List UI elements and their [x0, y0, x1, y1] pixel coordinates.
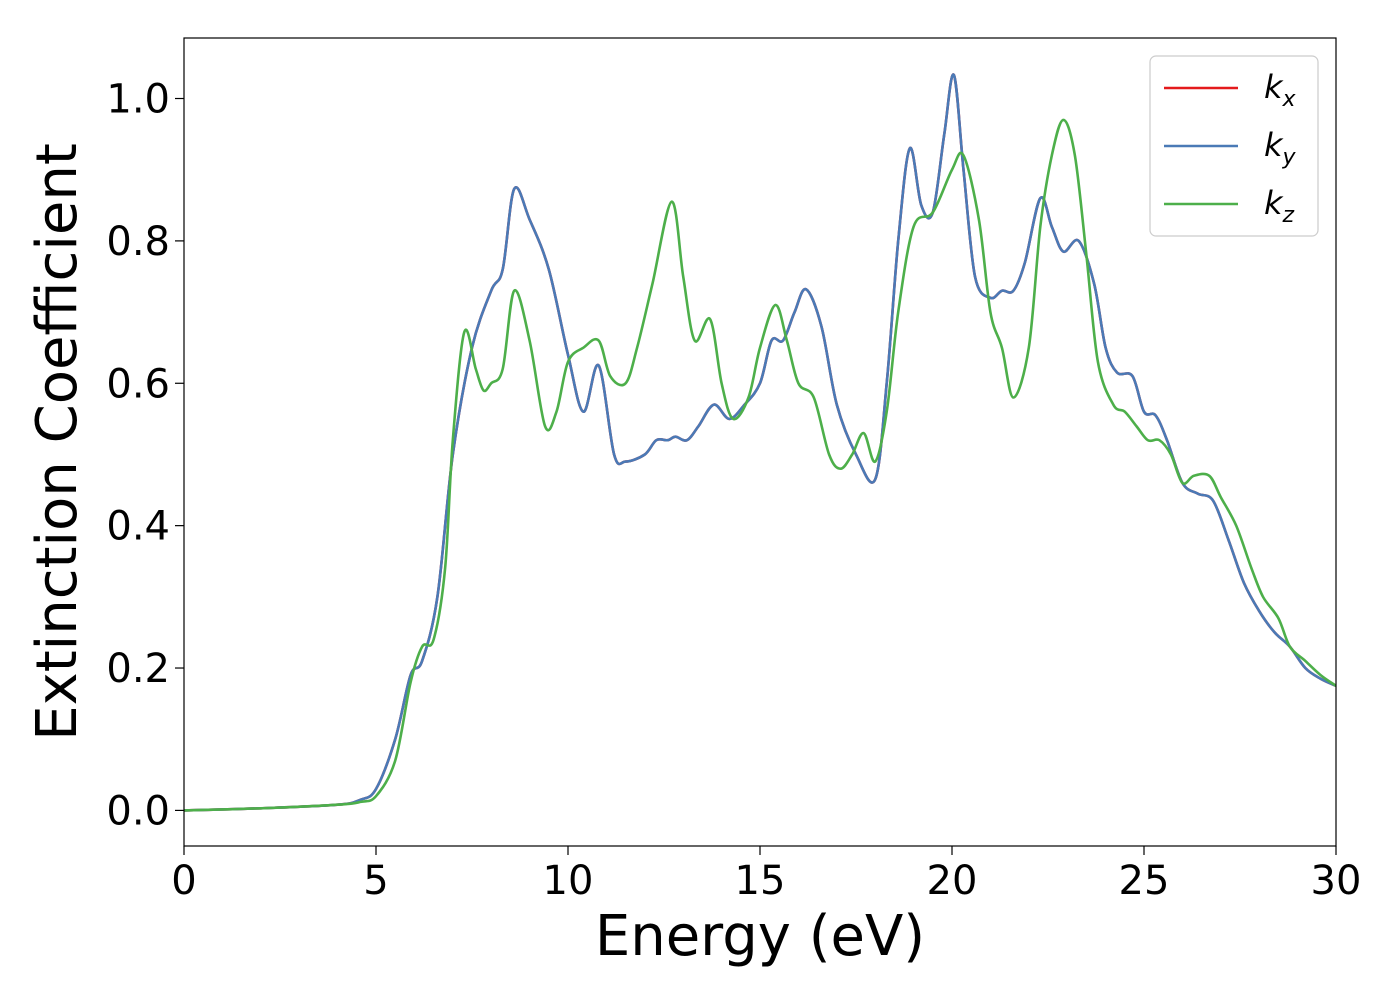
x-tick-label: 25 — [1119, 858, 1170, 904]
y-tick-label: 0.4 — [106, 504, 170, 550]
x-tick-label: 10 — [543, 858, 594, 904]
y-tick-label: 0.6 — [106, 361, 170, 407]
y-tick-label: 1.0 — [106, 77, 170, 123]
x-tick-label: 5 — [363, 858, 388, 904]
x-tick-label: 20 — [927, 858, 978, 904]
legend-label: kz — [1264, 184, 1295, 228]
y-axis-label: Extinction Coefficient — [25, 143, 90, 741]
x-tick-label: 0 — [171, 858, 196, 904]
y-tick-label: 0.8 — [106, 219, 170, 265]
legend-label: ky — [1264, 126, 1297, 170]
x-axis: 0 5 10 15 20 25 30 — [171, 846, 1361, 904]
plot-area — [184, 73, 1336, 812]
series-line-ky — [184, 73, 1336, 812]
legend-label: kx — [1264, 68, 1297, 112]
y-tick-label: 0.2 — [106, 646, 170, 692]
y-tick-label: 0.0 — [106, 788, 170, 834]
x-tick-label: 15 — [735, 858, 786, 904]
x-tick-label: 30 — [1311, 858, 1362, 904]
x-axis-label: Energy (eV) — [595, 904, 925, 969]
series-line-kz — [184, 118, 1336, 812]
legend: kx ky kz — [1149, 55, 1319, 237]
y-axis: 0.0 0.2 0.4 0.6 0.8 1.0 — [106, 77, 184, 834]
